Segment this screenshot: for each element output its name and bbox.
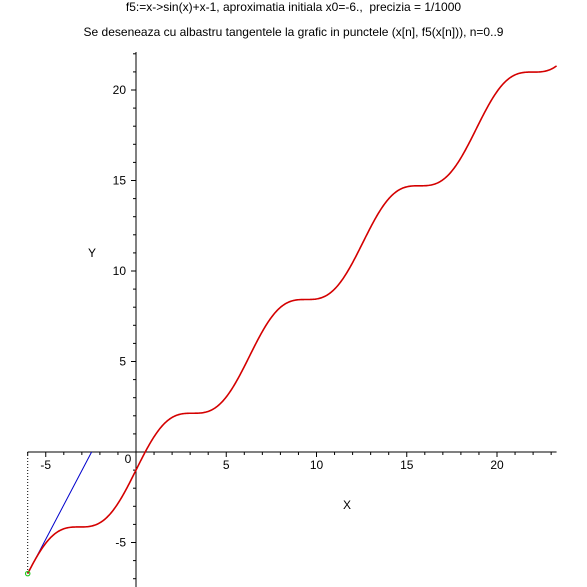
x-tick-label: -5 xyxy=(40,458,51,472)
y-tick-label: -5 xyxy=(115,536,126,550)
chart-subtitle: Se deseneaza cu albastru tangentele la g… xyxy=(83,25,504,39)
y-tick-label: 20 xyxy=(113,83,127,97)
x-tick-label: 10 xyxy=(310,458,324,472)
y-tick-label: 5 xyxy=(119,355,126,369)
tick-marks xyxy=(27,53,552,580)
origin-label: 0 xyxy=(125,452,132,466)
y-axis-label: Y xyxy=(88,246,96,260)
axis-labels: -5 5 10 15 20 -5 5 10 15 20 0 X Y xyxy=(40,83,504,550)
chart-title: f5:=x->sin(x)+x-1, aproximatia initiala … xyxy=(125,0,462,14)
x-axis-label: X xyxy=(343,498,351,512)
y-tick-label: 10 xyxy=(113,264,127,278)
x-tick-label: 20 xyxy=(490,458,504,472)
points xyxy=(24,570,31,577)
y-tick-label: 15 xyxy=(113,174,127,188)
function-curves xyxy=(26,65,558,575)
initial-approximation-point xyxy=(24,570,31,577)
x-tick-label: 5 xyxy=(223,458,230,472)
axes xyxy=(27,52,557,587)
x-tick-label: 15 xyxy=(400,458,414,472)
function-curve xyxy=(26,65,558,575)
